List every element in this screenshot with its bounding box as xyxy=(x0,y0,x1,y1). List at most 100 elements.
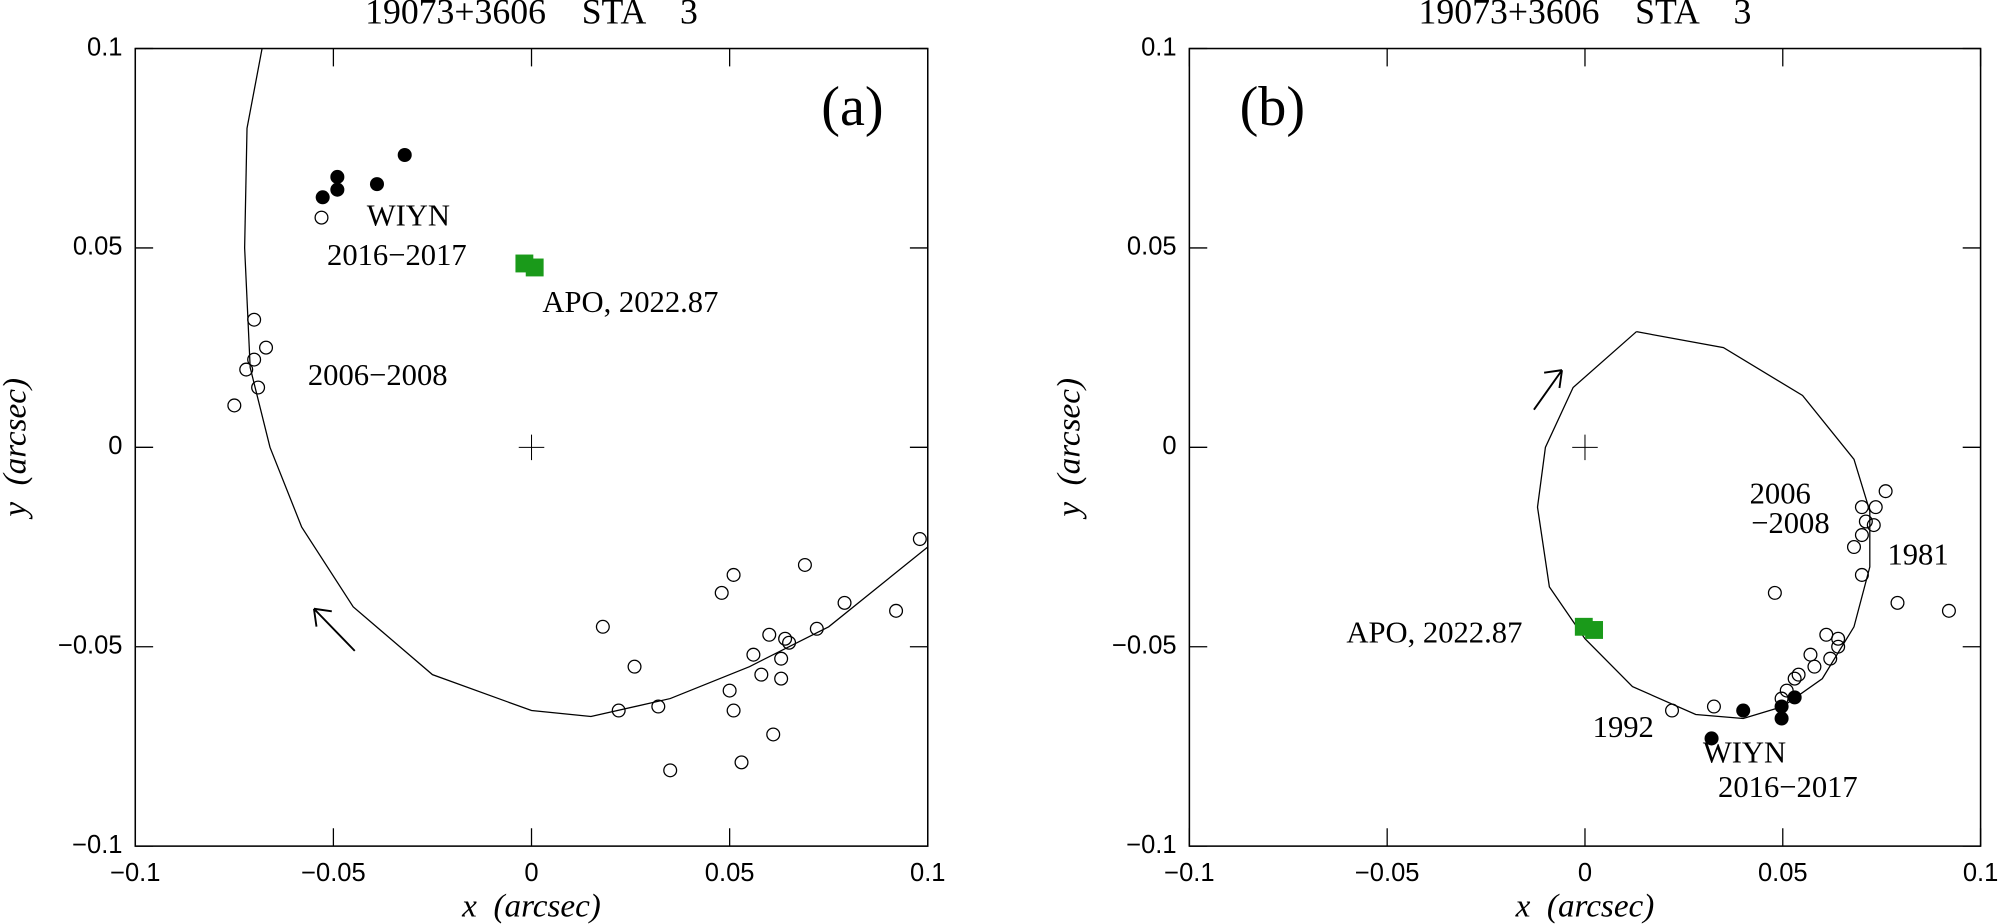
observation-point xyxy=(1787,671,1802,686)
observation-point xyxy=(809,621,824,636)
y-axis-label: y (arcsec) xyxy=(1051,378,1088,520)
observation-point xyxy=(1819,627,1834,642)
wiyn-point xyxy=(330,169,345,184)
observation-point xyxy=(1831,631,1846,646)
observation-point xyxy=(314,210,329,225)
observation-point xyxy=(837,595,852,610)
observation-point xyxy=(651,699,666,714)
y-tick-label: 0 xyxy=(108,432,122,460)
apo-point xyxy=(1585,621,1604,639)
observation-point xyxy=(754,667,769,682)
direction-arrow xyxy=(1533,369,1563,411)
y-axis-label: y (arcsec) xyxy=(0,378,33,520)
observation-point xyxy=(726,567,741,582)
annotation: (a) xyxy=(821,76,883,138)
annotation: 2006 xyxy=(1750,476,1811,510)
y-tick-label: 0.1 xyxy=(87,33,122,61)
annotation: (b) xyxy=(1240,76,1305,138)
wiyn-point xyxy=(1787,690,1802,705)
wiyn-point xyxy=(369,177,384,192)
observation-point xyxy=(912,532,927,547)
origin-cross xyxy=(1572,434,1598,461)
wiyn-point xyxy=(397,147,412,163)
observation-point xyxy=(714,585,729,600)
y-tick-label: −0.05 xyxy=(1112,631,1177,659)
x-tick-label: −0.05 xyxy=(1355,859,1420,887)
observation-point xyxy=(1846,540,1862,555)
observation-point xyxy=(227,398,242,413)
chart-title: 19073+3606 STA 3 xyxy=(365,0,698,32)
annotation: 2006−2008 xyxy=(308,358,448,392)
x-tick-label: 0 xyxy=(524,859,538,887)
direction-arrow xyxy=(312,607,356,652)
annotation: WIYN xyxy=(367,198,450,232)
apo-point xyxy=(525,258,544,277)
orbit xyxy=(243,48,928,718)
observation-point xyxy=(1854,567,1869,582)
x-tick-label: 0.1 xyxy=(1963,859,1998,887)
observation-point xyxy=(774,671,789,686)
annotation: 2016−2017 xyxy=(327,238,467,272)
observation-point xyxy=(259,340,274,355)
x-tick-label: 0.05 xyxy=(1758,859,1808,887)
y-tick-label: −0.05 xyxy=(58,631,123,659)
x-tick-label: 0.1 xyxy=(910,859,945,887)
observation-point xyxy=(1890,595,1905,610)
observation-point xyxy=(726,703,741,718)
observation-point xyxy=(734,755,749,770)
y-tick-label: −0.1 xyxy=(1126,831,1176,859)
observation-point xyxy=(251,380,266,395)
observation-point xyxy=(627,659,642,674)
observation-point xyxy=(1854,528,1869,543)
observation-point xyxy=(239,362,254,377)
observation-point xyxy=(1791,667,1806,682)
x-tick-label: 0 xyxy=(1578,859,1592,887)
chart-title: 19073+3606 STA 3 xyxy=(1419,0,1752,32)
observation-point xyxy=(889,603,904,618)
wiyn-point xyxy=(1774,699,1789,714)
observation-point xyxy=(1664,703,1680,718)
x-tick-label: 0.05 xyxy=(705,859,755,887)
observation-point xyxy=(766,727,781,742)
observation-point xyxy=(663,763,678,778)
x-axis-label: x (arcsec) xyxy=(461,887,601,924)
observation-point xyxy=(762,627,777,642)
observation-point xyxy=(746,647,761,662)
y-tick-label: 0.05 xyxy=(1127,233,1177,261)
x-tick-label: −0.1 xyxy=(1164,859,1214,887)
annotation: 1992 xyxy=(1593,710,1654,744)
observation-point xyxy=(797,557,812,572)
observation-point xyxy=(1858,514,1873,529)
observation-point xyxy=(1941,603,1956,618)
observation-point xyxy=(782,635,797,650)
annotation: APO, 2022.87 xyxy=(542,285,718,319)
observation-point xyxy=(1831,639,1846,654)
observation-point xyxy=(1878,484,1893,499)
annotation: −2008 xyxy=(1751,506,1829,540)
observation-point xyxy=(1803,647,1818,662)
annotation: APO, 2022.87 xyxy=(1346,616,1522,650)
x-tick-label: −0.05 xyxy=(301,859,366,887)
observation-point xyxy=(778,631,793,646)
y-tick-label: 0.05 xyxy=(73,233,123,261)
observation-point xyxy=(1868,500,1883,515)
observation-point xyxy=(611,703,626,718)
observation-point xyxy=(595,619,610,634)
panel: 19073+3606 STA 3 x (arcsec) y (arcsec) −0.1… xyxy=(0,0,946,924)
observation-point xyxy=(774,651,789,666)
wiyn-point xyxy=(1704,731,1719,746)
observation-point xyxy=(1807,659,1822,674)
y-tick-label: 0.1 xyxy=(1141,33,1176,61)
origin-cross xyxy=(518,434,545,461)
observation-point xyxy=(1866,518,1881,533)
observation-point xyxy=(247,312,262,327)
y-tick-label: −0.1 xyxy=(72,831,122,859)
annotation: WIYN xyxy=(1703,736,1786,770)
panel: 19073+3606 STA 3 x (arcsec) y (arcsec) −0.1… xyxy=(1051,0,1999,924)
wiyn-point xyxy=(1774,711,1789,726)
annotation: 2016−2017 xyxy=(1718,770,1858,804)
annotation: 1981 xyxy=(1887,538,1948,572)
observation-point xyxy=(1706,699,1721,714)
wiyn-point xyxy=(330,182,345,197)
